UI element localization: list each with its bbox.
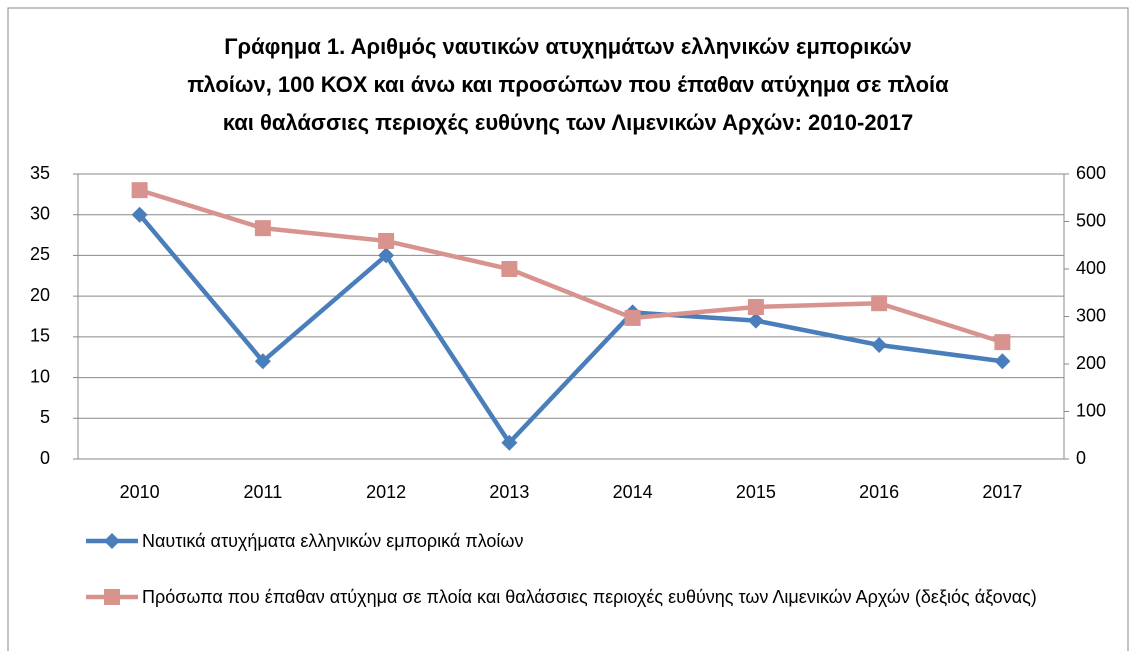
x-tick-label: 2013: [489, 482, 529, 502]
x-tick-label: 2016: [859, 482, 899, 502]
series-line: [138, 187, 1004, 345]
marker: [131, 206, 148, 223]
x-tick-label: 2015: [736, 482, 776, 502]
marker: [378, 247, 395, 264]
y2-tick-label: 400: [1076, 258, 1106, 278]
x-tick-label: 2011: [244, 482, 283, 502]
y2-tick-label: 600: [1076, 163, 1106, 183]
marker: [747, 312, 764, 329]
y-tick-label: 20: [30, 285, 50, 305]
chart-title: πλοίων, 100 ΚΟΧ και άνω και προσώπων που…: [187, 72, 949, 97]
marker: [254, 353, 271, 370]
marker: [871, 337, 888, 353]
marker: [378, 232, 395, 249]
x-tick-label: 2017: [982, 482, 1022, 502]
chart-title: Γράφημα 1. Αριθμός ναυτικών ατυχημάτων ε…: [224, 34, 911, 59]
y2-tick-label: 100: [1076, 400, 1106, 420]
legend-label: Ναυτικά ατυχήματα ελληνικών εμπορικά πλο…: [142, 531, 524, 551]
chart-border: [7, 7, 1129, 651]
series-line: [137, 213, 1003, 445]
y-tick-label: 15: [30, 326, 50, 346]
y-tick-label: 35: [30, 163, 50, 183]
x-tick-label: 2012: [366, 482, 406, 502]
marker: [624, 309, 641, 326]
legend-marker: [104, 589, 120, 605]
legend-label: Πρόσωπα που έπαθαν ατύχημα σε πλοία και …: [142, 587, 1037, 607]
marker: [131, 182, 148, 199]
x-tick-label: 2010: [120, 482, 160, 502]
y2-tick-label: 300: [1076, 305, 1106, 325]
marker: [501, 261, 518, 277]
y-tick-label: 0: [40, 448, 50, 468]
marker: [994, 334, 1011, 351]
y2-tick-label: 0: [1076, 448, 1086, 468]
marker: [871, 295, 888, 312]
y-tick-label: 5: [40, 407, 50, 427]
y2-tick-label: 500: [1076, 210, 1106, 230]
x-tick-label: 2014: [613, 482, 653, 502]
marker: [747, 299, 764, 315]
y-tick-label: 30: [30, 203, 50, 223]
legend-marker: [104, 533, 120, 549]
marker: [254, 220, 271, 237]
marker: [501, 434, 518, 451]
y-tick-label: 25: [30, 244, 50, 264]
chart-title: και θαλάσσιες περιοχές ευθύνης των Λιμεν…: [223, 110, 914, 135]
marker: [994, 353, 1011, 370]
y-tick-label: 10: [30, 366, 50, 386]
y2-tick-label: 200: [1076, 353, 1106, 373]
